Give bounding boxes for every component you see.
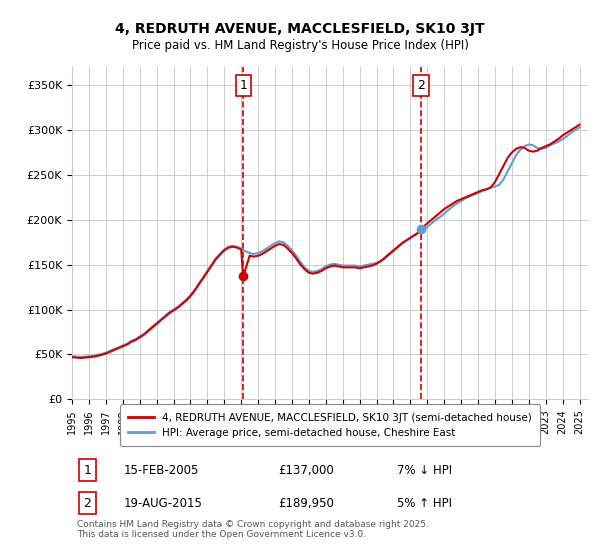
Text: Contains HM Land Registry data © Crown copyright and database right 2025.
This d: Contains HM Land Registry data © Crown c…: [77, 520, 429, 539]
Text: 5% ↑ HPI: 5% ↑ HPI: [397, 497, 452, 510]
Text: 1: 1: [239, 79, 247, 92]
Text: 1: 1: [83, 464, 91, 477]
Text: 2: 2: [83, 497, 91, 510]
Text: Price paid vs. HM Land Registry's House Price Index (HPI): Price paid vs. HM Land Registry's House …: [131, 39, 469, 52]
Text: 2: 2: [417, 79, 425, 92]
Text: £189,950: £189,950: [278, 497, 334, 510]
Text: 4, REDRUTH AVENUE, MACCLESFIELD, SK10 3JT: 4, REDRUTH AVENUE, MACCLESFIELD, SK10 3J…: [115, 22, 485, 36]
Text: 7% ↓ HPI: 7% ↓ HPI: [397, 464, 452, 477]
Legend: 4, REDRUTH AVENUE, MACCLESFIELD, SK10 3JT (semi-detached house), HPI: Average pr: 4, REDRUTH AVENUE, MACCLESFIELD, SK10 3J…: [119, 404, 541, 446]
Text: £137,000: £137,000: [278, 464, 334, 477]
Text: 19-AUG-2015: 19-AUG-2015: [124, 497, 202, 510]
Text: 15-FEB-2005: 15-FEB-2005: [124, 464, 199, 477]
